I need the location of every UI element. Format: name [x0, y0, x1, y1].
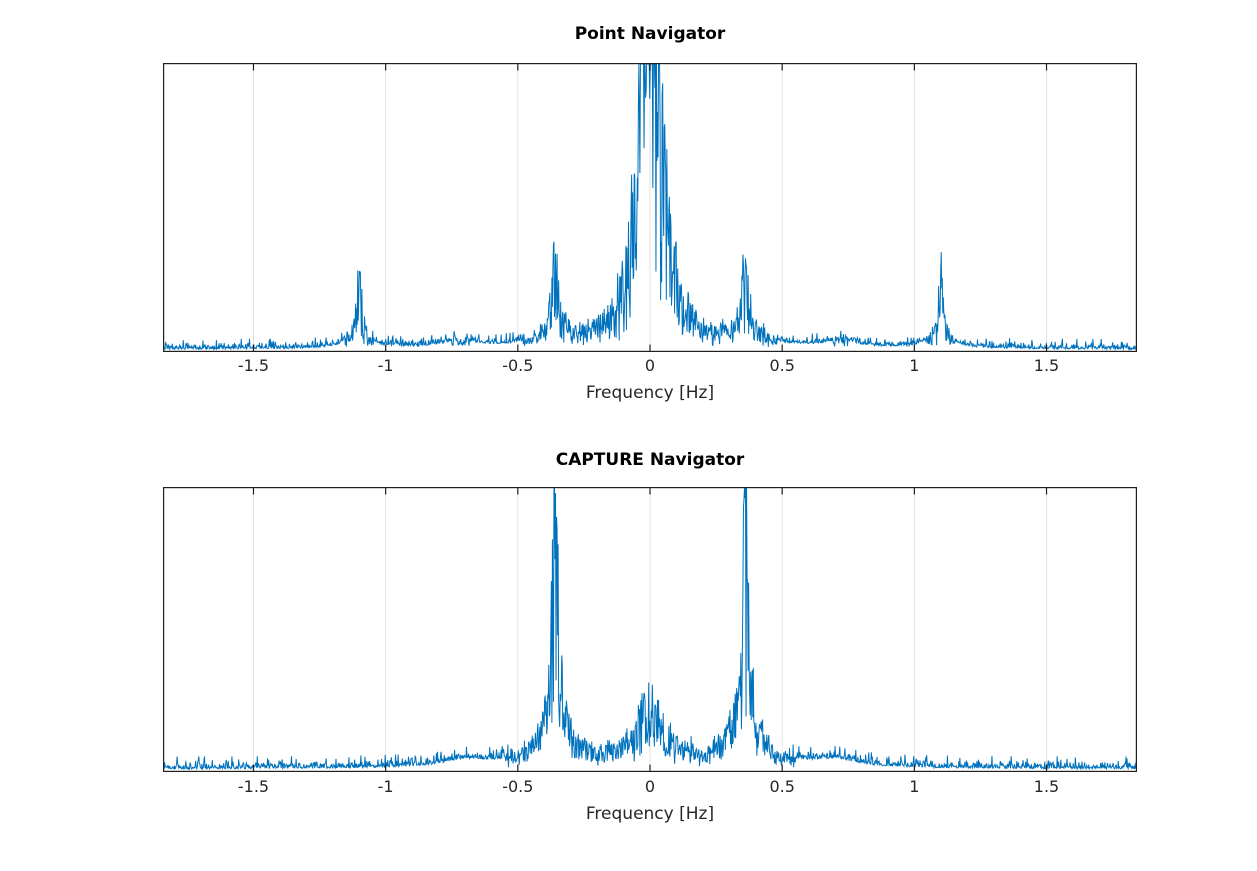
x-tick-label: -1: [377, 777, 394, 796]
x-tick-label: 1.5: [1033, 356, 1060, 375]
chart-title: Point Navigator: [574, 24, 726, 44]
x-tick-label: -0.5: [502, 777, 534, 796]
x-tick-label: -0.5: [502, 356, 534, 375]
axes-border: [163, 487, 1137, 772]
x-tick-label: -1.5: [237, 356, 270, 375]
x-tick-label: -1: [377, 356, 394, 375]
x-tick-label: 0.5: [769, 777, 795, 796]
spectrum-line: [163, 63, 1137, 352]
x-axis-label: Frequency [Hz]: [585, 804, 715, 824]
chart-title: CAPTURE Navigator: [555, 450, 745, 470]
x-tick-label: 1: [909, 356, 920, 375]
x-tick-label: 1: [909, 777, 920, 796]
x-axis-label: Frequency [Hz]: [585, 383, 715, 403]
x-tick-label: 0: [644, 777, 656, 796]
x-tick-label: 0.5: [769, 356, 795, 375]
x-tick-label: 1.5: [1033, 777, 1060, 796]
axes-border: [163, 63, 1137, 352]
axes-area: [163, 487, 1137, 772]
x-tick-label: -1.5: [237, 777, 270, 796]
x-tick-row: -1.5 -1 -0.5 0 0.5 1 1.5: [163, 356, 1137, 378]
x-tick-label: 0: [644, 356, 656, 375]
spectrum-line: [163, 487, 1137, 771]
axes-area: [163, 63, 1137, 352]
x-tick-row: -1.5 -1 -0.5 0 0.5 1 1.5: [163, 777, 1137, 799]
